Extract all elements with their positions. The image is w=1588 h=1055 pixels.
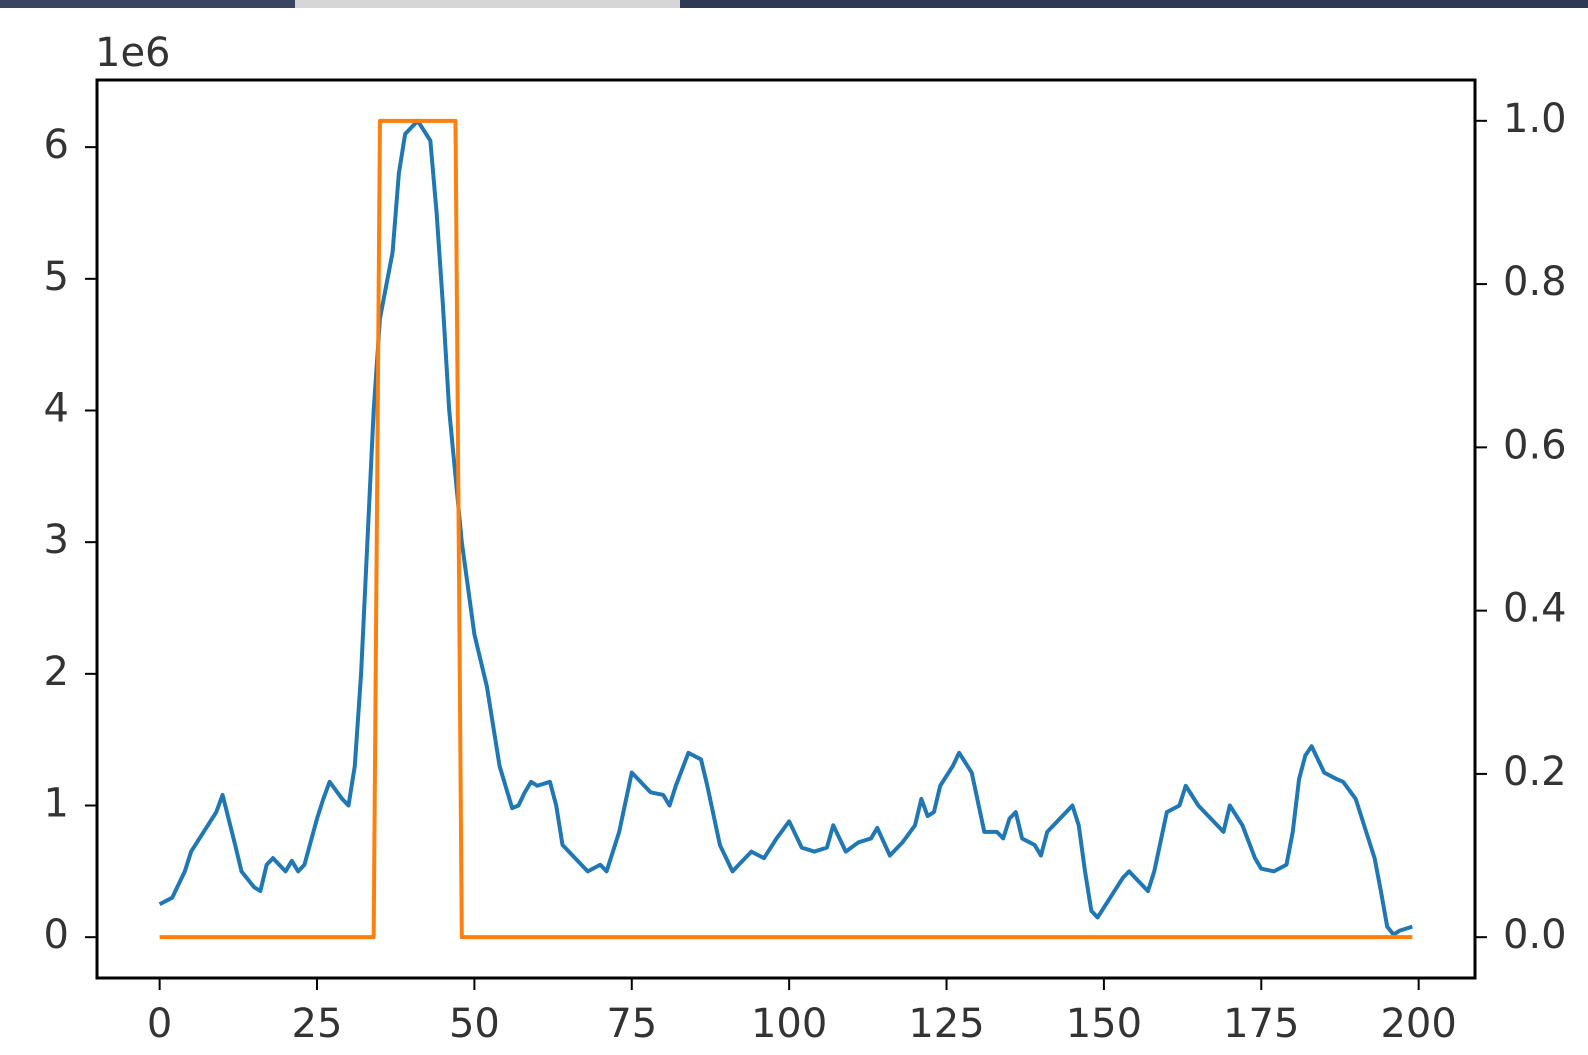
y-tick-label: 2 [44, 649, 69, 695]
y-tick-label: 5 [44, 254, 69, 300]
background-strip [295, 0, 680, 8]
x-tick-label: 125 [908, 1001, 984, 1047]
x-tick-label: 150 [1066, 1001, 1142, 1047]
offset-label: 1e6 [95, 30, 171, 76]
y2-tick-label: 1.0 [1503, 96, 1567, 142]
x-tick-label: 100 [751, 1001, 827, 1047]
y-tick-label: 3 [44, 517, 69, 563]
y-tick-label: 6 [44, 122, 69, 168]
x-tick-label: 75 [606, 1001, 657, 1047]
y-tick-label: 4 [44, 385, 69, 431]
x-tick-label: 50 [449, 1001, 500, 1047]
y-tick-label: 0 [44, 912, 69, 958]
y2-tick-label: 0.2 [1503, 749, 1567, 795]
x-tick-label: 25 [292, 1001, 343, 1047]
y-tick-label: 1 [44, 781, 69, 827]
x-tick-label: 200 [1380, 1001, 1456, 1047]
background-strip [0, 0, 295, 8]
y2-tick-label: 0.6 [1503, 422, 1567, 468]
y2-tick-label: 0.8 [1503, 259, 1567, 305]
axes-frame [95, 78, 1477, 980]
x-tick-label: 0 [147, 1001, 172, 1047]
line-series [158, 118, 1413, 937]
y2-tick-label: 0.0 [1503, 912, 1567, 958]
background-strip [680, 0, 1588, 8]
line-series [159, 118, 1413, 940]
y2-tick-label: 0.4 [1503, 586, 1567, 632]
x-tick-label: 175 [1223, 1001, 1299, 1047]
